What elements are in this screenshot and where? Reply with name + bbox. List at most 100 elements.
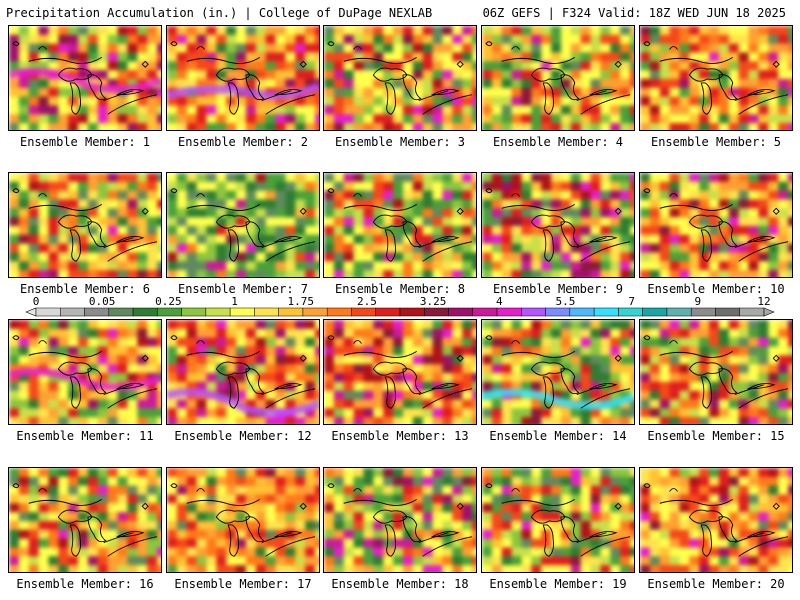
precip-map-image (482, 26, 634, 130)
product-title: Precipitation Accumulation (in.) | Colle… (6, 6, 433, 20)
ensemble-member-map (481, 467, 635, 573)
legend-swatch (205, 307, 231, 317)
legend-swatch (521, 307, 546, 317)
ensemble-member-map (166, 319, 320, 425)
ensemble-member-map (481, 25, 635, 131)
legend-tick-label: 3.25 (420, 296, 447, 308)
legend-tick-label: 4 (496, 296, 503, 308)
ensemble-member-map (639, 319, 793, 425)
precip-map-image (324, 26, 476, 130)
ensemble-member-map (323, 319, 477, 425)
ensemble-member-label: Ensemble Member: 5 (650, 135, 782, 149)
precip-map-image (482, 173, 634, 277)
ensemble-member-map (639, 25, 793, 131)
legend-swatch (326, 307, 352, 317)
legend-swatch (545, 307, 571, 317)
legend-tick-label: 12 (757, 296, 770, 308)
ensemble-member-map (8, 319, 162, 425)
precip-map-image (324, 173, 476, 277)
ensemble-member-map (323, 467, 477, 573)
precip-map-image (9, 320, 161, 424)
legend-swatch (254, 307, 279, 317)
precip-map-image (640, 173, 792, 277)
ensemble-member-label: Ensemble Member: 18 (331, 577, 469, 591)
ensemble-member-label: Ensemble Member: 1 (19, 135, 151, 149)
legend-swatch (278, 307, 304, 317)
legend-swatch (593, 307, 619, 317)
ensemble-member-label: Ensemble Member: 2 (177, 135, 309, 149)
ensemble-member-label: Ensemble Member: 15 (647, 429, 785, 443)
valid-time: 06Z GEFS | F324 Valid: 18Z WED JUN 18 20… (482, 6, 786, 20)
ensemble-member-label: Ensemble Member: 20 (647, 577, 785, 591)
legend-swatch (424, 307, 449, 317)
ensemble-member-label: Ensemble Member: 9 (492, 282, 624, 296)
legend-swatch (472, 307, 498, 317)
legend-right-arrow (763, 307, 775, 317)
precip-map-image (167, 26, 319, 130)
precip-map-image (482, 320, 634, 424)
legend-swatch (84, 307, 110, 317)
legend-swatch (618, 307, 643, 317)
legend-tick-label: 2.5 (357, 296, 377, 308)
legend-swatch (35, 307, 61, 317)
legend-tick-label: 1.75 (287, 296, 314, 308)
legend-swatch (690, 307, 716, 317)
precip-map-image (167, 320, 319, 424)
ensemble-member-label: Ensemble Member: 10 (647, 282, 785, 296)
ensemble-member-map (166, 467, 320, 573)
ensemble-member-map (166, 172, 320, 278)
legend-swatch (108, 307, 134, 317)
ensemble-member-label: Ensemble Member: 13 (331, 429, 469, 443)
legend-swatch (666, 307, 692, 317)
legend-tick-label: 9 (695, 296, 702, 308)
ensemble-member-map (8, 25, 162, 131)
precip-map-image (9, 173, 161, 277)
ensemble-member-label: Ensemble Member: 3 (334, 135, 466, 149)
color-scale-legend: 0 0.05 0.25 1 1.75 2.5 3.25 4 5.5 7 9 12 (25, 296, 775, 317)
ensemble-member-map (639, 467, 793, 573)
precip-map-image (324, 468, 476, 572)
ensemble-member-map (639, 172, 793, 278)
legend-swatch (496, 307, 522, 317)
precip-map-image (9, 468, 161, 572)
legend-swatch (302, 307, 328, 317)
legend-swatch (448, 307, 474, 317)
ensemble-member-label: Ensemble Member: 19 (489, 577, 627, 591)
legend-left-arrow (25, 307, 37, 317)
ensemble-member-label: Ensemble Member: 16 (16, 577, 154, 591)
legend-tick-label: 0 (33, 296, 40, 308)
ensemble-member-map (166, 25, 320, 131)
legend-swatch (739, 307, 765, 317)
legend-swatch (351, 307, 376, 317)
legend-swatch (157, 307, 182, 317)
ensemble-member-label: Ensemble Member: 11 (16, 429, 154, 443)
precip-map-image (640, 26, 792, 130)
precip-map-image (640, 320, 792, 424)
legend-swatch (132, 307, 158, 317)
ensemble-member-map (481, 319, 635, 425)
ensemble-member-map (8, 467, 162, 573)
legend-swatch (399, 307, 425, 317)
ensemble-member-label: Ensemble Member: 7 (177, 282, 309, 296)
legend-swatch (642, 307, 668, 317)
legend-swatch (569, 307, 595, 317)
legend-swatch (60, 307, 85, 317)
ensemble-member-label: Ensemble Member: 8 (334, 282, 466, 296)
ensemble-member-label: Ensemble Member: 4 (492, 135, 624, 149)
precip-map-image (482, 468, 634, 572)
ensemble-member-map (8, 172, 162, 278)
precip-map-image (324, 320, 476, 424)
ensemble-member-label: Ensemble Member: 6 (19, 282, 151, 296)
precip-map-image (167, 173, 319, 277)
ensemble-member-map (481, 172, 635, 278)
ensemble-member-map (323, 172, 477, 278)
ensemble-member-map (323, 25, 477, 131)
legend-tick-label: 5.5 (556, 296, 576, 308)
legend-swatch (375, 307, 401, 317)
precip-map-image (640, 468, 792, 572)
ensemble-member-label: Ensemble Member: 14 (489, 429, 627, 443)
legend-tick-label: 7 (628, 296, 635, 308)
legend-tick-label: 1 (231, 296, 238, 308)
ensemble-member-label: Ensemble Member: 17 (174, 577, 312, 591)
ensemble-member-label: Ensemble Member: 12 (174, 429, 312, 443)
